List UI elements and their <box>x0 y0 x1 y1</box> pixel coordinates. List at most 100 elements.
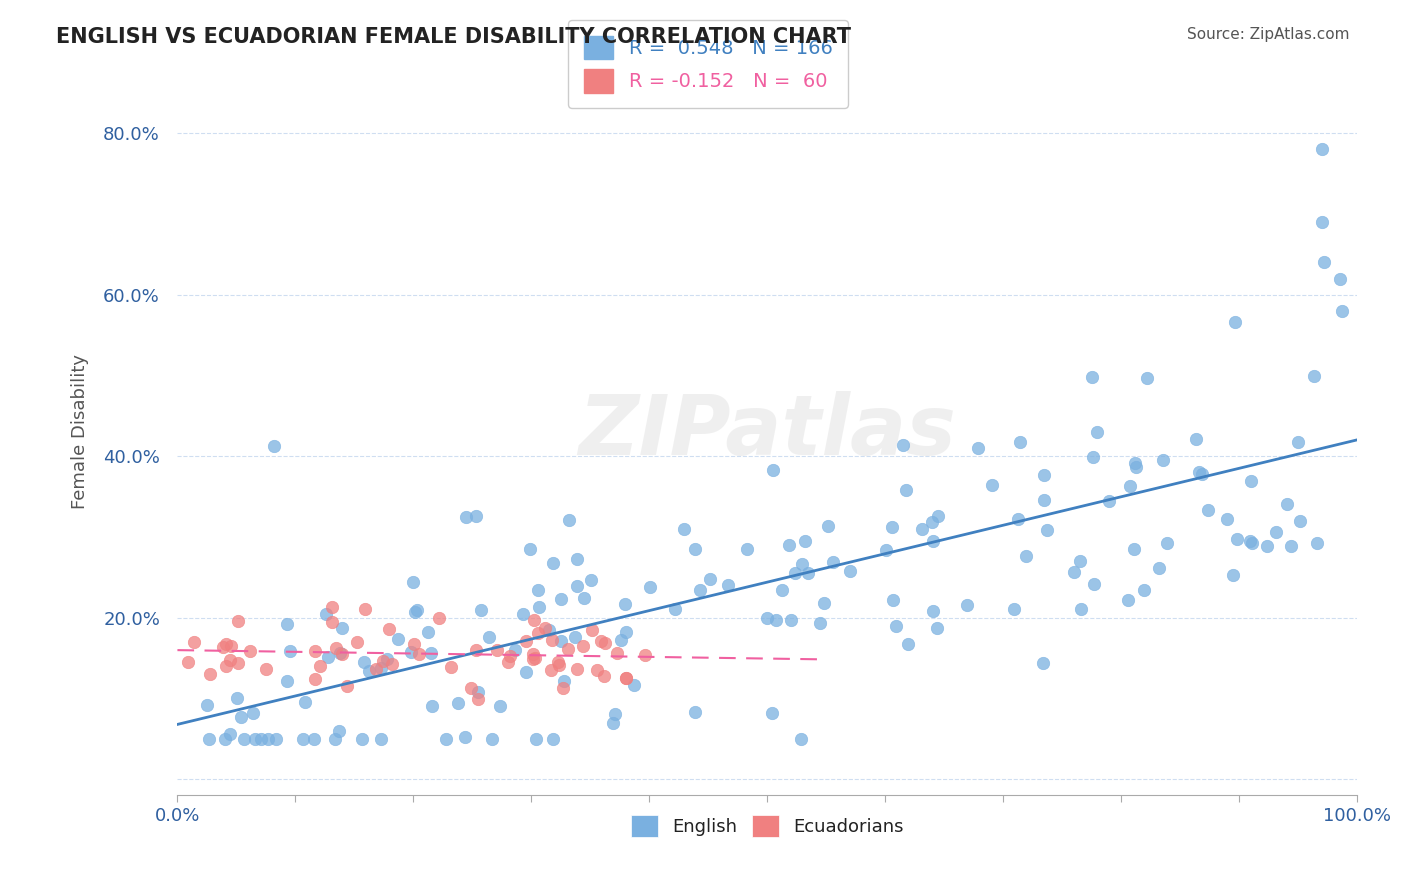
Point <box>427 611 450 625</box>
Point <box>321 615 343 629</box>
Point <box>420 699 443 714</box>
Point <box>1132 582 1154 597</box>
Point <box>838 564 860 578</box>
Point <box>1197 503 1219 517</box>
Point <box>778 538 800 552</box>
Point <box>1313 255 1336 269</box>
Point <box>1191 467 1213 481</box>
Point <box>1069 553 1091 567</box>
Point <box>565 579 588 593</box>
Point <box>1081 450 1104 464</box>
Point <box>717 578 740 592</box>
Point <box>221 639 243 653</box>
Point <box>197 698 219 712</box>
Point <box>524 731 547 746</box>
Point <box>761 706 783 721</box>
Point <box>1310 215 1333 229</box>
Point <box>467 684 489 698</box>
Point <box>534 621 557 635</box>
Point <box>541 556 564 570</box>
Point <box>330 647 353 661</box>
Point <box>765 613 787 627</box>
Point <box>292 731 315 746</box>
Point <box>1007 512 1029 526</box>
Point <box>485 643 508 657</box>
Point <box>1226 533 1249 547</box>
Point <box>1014 549 1036 563</box>
Point <box>1188 465 1211 479</box>
Point <box>735 541 758 556</box>
Point <box>1136 371 1159 385</box>
Point <box>821 555 844 569</box>
Point <box>370 731 392 746</box>
Point <box>499 649 522 664</box>
Point <box>373 654 395 668</box>
Point <box>548 657 571 672</box>
Point <box>1032 656 1054 670</box>
Point <box>1225 314 1247 328</box>
Point <box>404 606 426 620</box>
Point <box>1152 452 1174 467</box>
Point <box>762 463 785 477</box>
Point <box>921 515 943 529</box>
Point <box>232 731 254 746</box>
Point <box>1329 271 1351 285</box>
Point <box>1222 568 1244 582</box>
Point <box>1241 535 1264 549</box>
Point <box>215 637 238 651</box>
Point <box>581 573 603 587</box>
Point <box>553 674 575 689</box>
Point <box>551 681 574 696</box>
Point <box>402 574 425 589</box>
Point <box>875 543 897 558</box>
Point <box>519 542 541 557</box>
Point <box>541 632 564 647</box>
Point <box>884 619 907 633</box>
Point <box>689 583 711 598</box>
Point <box>547 655 569 669</box>
Point <box>198 731 221 746</box>
Point <box>796 566 818 581</box>
Point <box>1147 560 1170 574</box>
Point <box>364 663 387 677</box>
Point <box>309 659 332 673</box>
Point <box>304 672 326 686</box>
Point <box>1036 523 1059 537</box>
Point <box>419 646 441 660</box>
Point <box>683 706 706 720</box>
Point <box>278 643 301 657</box>
Point <box>1256 539 1278 553</box>
Point <box>780 613 803 627</box>
Point <box>1330 303 1353 318</box>
Point <box>478 630 501 644</box>
Point <box>353 656 375 670</box>
Point <box>370 661 392 675</box>
Point <box>565 552 588 566</box>
Point <box>808 615 831 630</box>
Point <box>381 657 404 671</box>
Point <box>243 731 266 746</box>
Point <box>634 648 657 663</box>
Point <box>481 731 503 746</box>
Point <box>910 522 932 536</box>
Point <box>623 678 645 692</box>
Point <box>464 508 486 523</box>
Text: ENGLISH VS ECUADORIAN FEMALE DISABILITY CORRELATION CHART: ENGLISH VS ECUADORIAN FEMALE DISABILITY … <box>56 27 851 46</box>
Point <box>315 607 337 621</box>
Point <box>453 730 475 744</box>
Legend: English, Ecuadorians: English, Ecuadorians <box>623 808 911 845</box>
Point <box>1239 534 1261 549</box>
Point <box>515 665 537 679</box>
Point <box>1289 514 1312 528</box>
Point <box>387 632 409 646</box>
Point <box>276 617 298 632</box>
Point <box>346 634 368 648</box>
Point <box>177 655 200 669</box>
Point <box>1063 566 1085 580</box>
Point <box>316 650 339 665</box>
Point <box>602 715 624 730</box>
Point <box>1125 460 1147 475</box>
Point <box>572 591 595 605</box>
Point <box>1215 512 1237 526</box>
Point <box>1081 370 1104 384</box>
